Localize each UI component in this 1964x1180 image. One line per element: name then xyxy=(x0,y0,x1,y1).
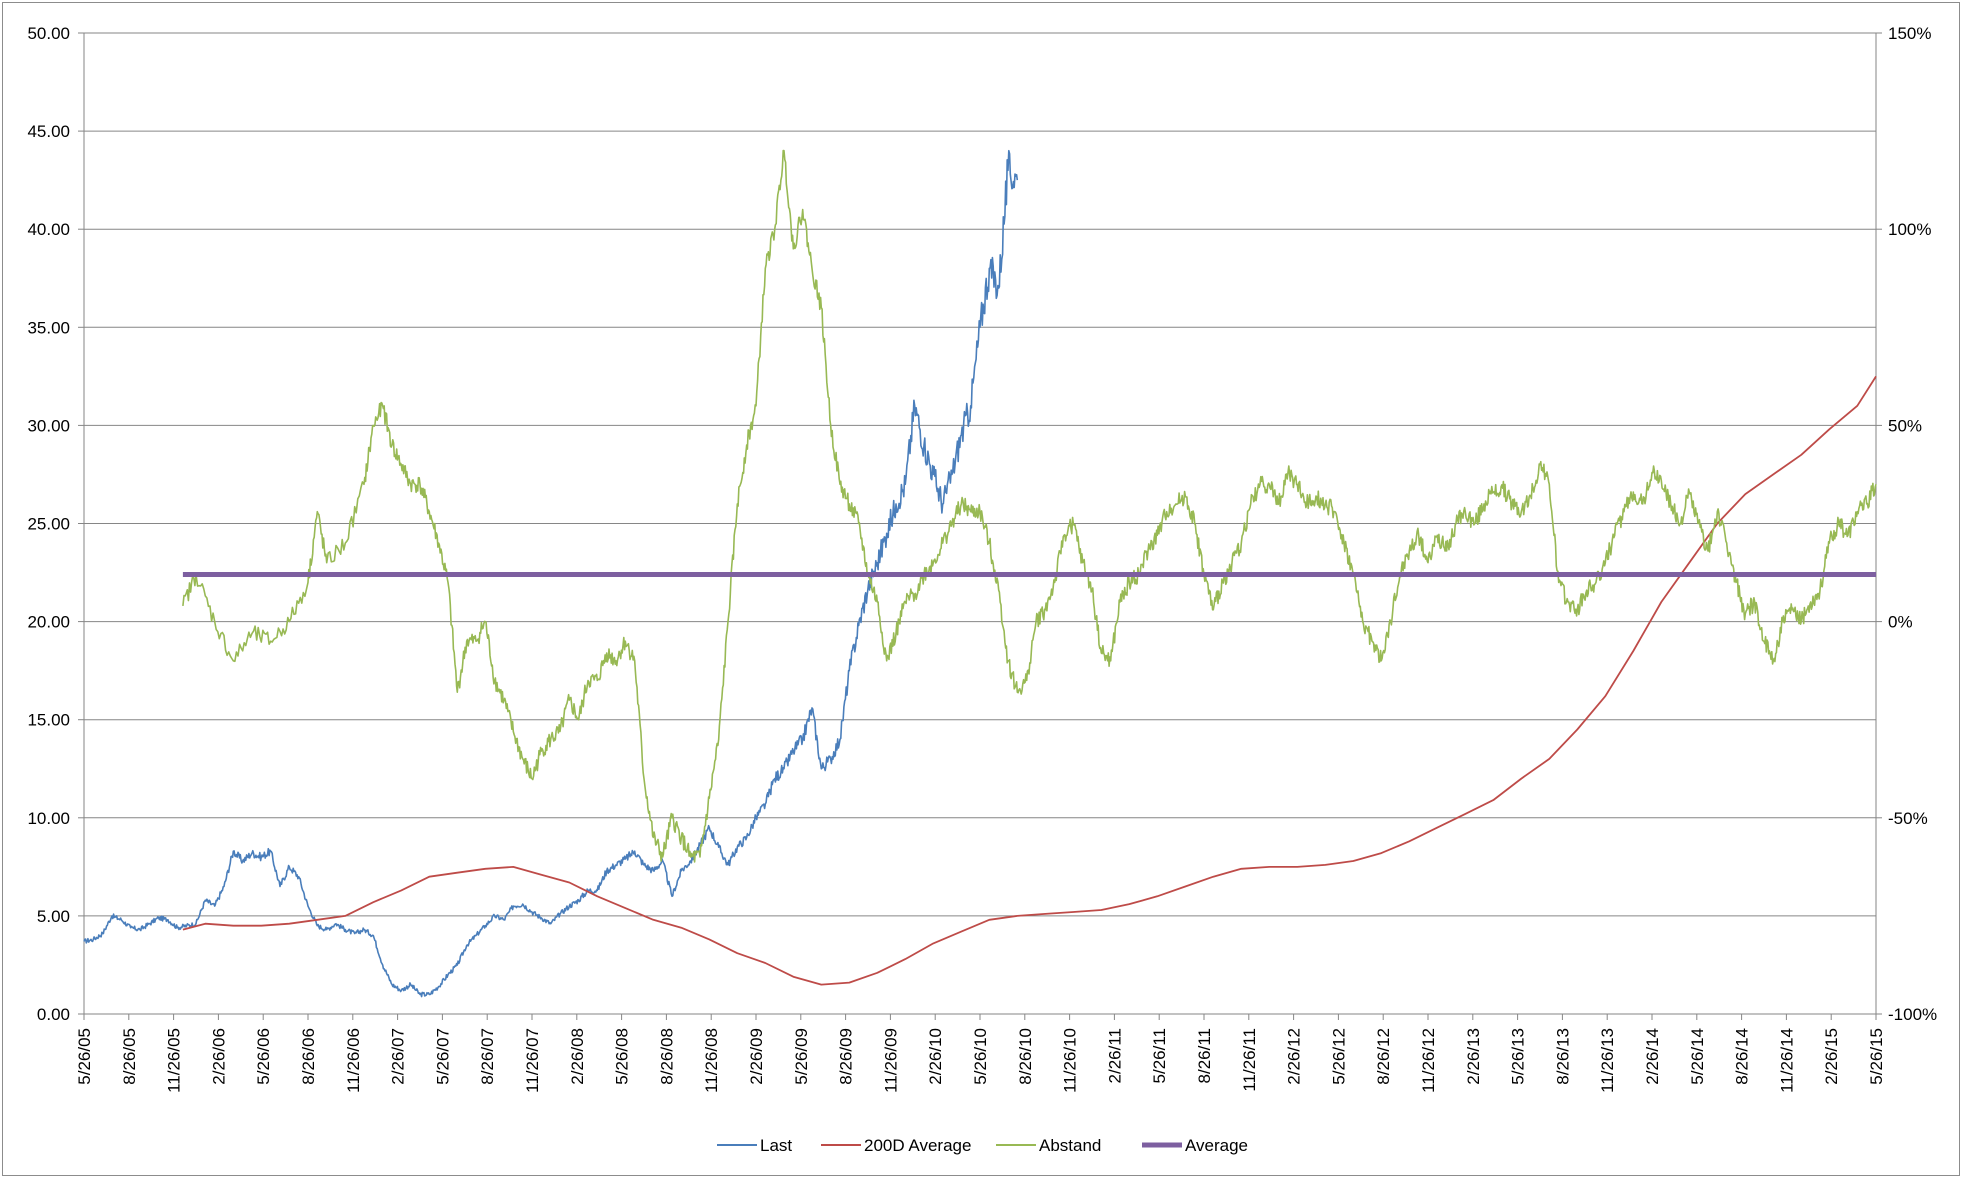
x-tick-label: 2/26/15 xyxy=(1822,1028,1841,1085)
axes-layer: 0.00 5.00 10.00 15.00 20.00 25.00 30.00 35.00 40… xyxy=(27,24,1937,1093)
x-tick-label: 2/26/13 xyxy=(1464,1028,1483,1085)
legend-label: Abstand xyxy=(1039,1136,1101,1155)
y2-tick-label: 0% xyxy=(1888,613,1913,632)
x-tick-label: 5/26/13 xyxy=(1509,1028,1528,1085)
x-tick-label: 5/26/06 xyxy=(254,1028,273,1085)
series-line-abstand xyxy=(182,149,1877,863)
x-tick-label: 11/26/05 xyxy=(165,1028,184,1093)
x-tick-label: 8/26/07 xyxy=(478,1028,497,1085)
x-tick-label: 2/26/14 xyxy=(1643,1028,1662,1085)
x-tick-label: 11/26/07 xyxy=(523,1028,542,1093)
y-tick-label: 10.00 xyxy=(27,809,70,828)
x-tick-label: 5/26/07 xyxy=(433,1028,452,1085)
series-line-last xyxy=(83,149,1019,998)
x-tick-label: 8/26/09 xyxy=(837,1028,856,1085)
series-layer xyxy=(83,149,1877,998)
legend-label: 200D Average xyxy=(864,1136,971,1155)
x-tick-label: 5/26/12 xyxy=(1329,1028,1348,1085)
x-tick-label: 2/26/08 xyxy=(568,1028,587,1085)
x-tick-label: 8/26/12 xyxy=(1374,1028,1393,1085)
x-tick-label: 11/26/06 xyxy=(344,1028,363,1093)
x-tick-label: 11/26/13 xyxy=(1598,1028,1617,1093)
y-tick-label: 35.00 xyxy=(27,318,70,337)
y2-tick-label: -100% xyxy=(1888,1005,1937,1024)
x-tick-label: 2/26/10 xyxy=(926,1028,945,1085)
y-tick-label: 0.00 xyxy=(37,1005,70,1024)
x-tick-label: 5/26/14 xyxy=(1688,1028,1707,1085)
x-tick-label: 11/26/09 xyxy=(881,1028,900,1093)
y2-tick-label: 50% xyxy=(1888,416,1922,435)
legend: Last 200D Average Abstand Average xyxy=(717,1136,1248,1155)
line-chart: 0.00 5.00 10.00 15.00 20.00 25.00 30.00 35.00 40… xyxy=(27,24,1937,1155)
y-tick-label: 30.00 xyxy=(27,416,70,435)
x-tick-label: 5/26/09 xyxy=(792,1028,811,1085)
x-tick-label: 11/26/12 xyxy=(1419,1028,1438,1093)
x-tick-label: 2/26/09 xyxy=(747,1028,766,1085)
y2-tick-label: 150% xyxy=(1888,24,1931,43)
x-tick-label: 11/26/14 xyxy=(1777,1028,1796,1093)
y-tick-label: 40.00 xyxy=(27,220,70,239)
y-tick-label: 25.00 xyxy=(27,515,70,534)
x-tick-label: 11/26/08 xyxy=(702,1028,721,1093)
x-tick-label: 5/26/15 xyxy=(1867,1028,1886,1085)
x-tick-label: 8/26/10 xyxy=(1016,1028,1035,1085)
x-tick-label: 5/26/05 xyxy=(75,1028,94,1085)
x-tick-label: 5/26/10 xyxy=(971,1028,990,1085)
x-tick-label: 8/26/06 xyxy=(299,1028,318,1085)
x-tick-label: 8/26/11 xyxy=(1195,1028,1214,1083)
x-tick-label: 11/26/11 xyxy=(1240,1028,1259,1092)
y-tick-label: 45.00 xyxy=(27,122,70,141)
y-tick-label: 15.00 xyxy=(27,711,70,730)
y2-tick-label: -50% xyxy=(1888,809,1928,828)
grid-layer xyxy=(84,32,1876,1015)
x-tick-label: 8/26/14 xyxy=(1733,1028,1752,1085)
legend-label: Last xyxy=(760,1136,792,1155)
x-tick-label: 2/26/06 xyxy=(209,1028,228,1085)
x-tick-label: 5/26/11 xyxy=(1150,1028,1169,1083)
x-tick-label: 5/26/08 xyxy=(613,1028,632,1085)
y-tick-label: 20.00 xyxy=(27,613,70,632)
y-tick-label: 50.00 xyxy=(27,24,70,43)
legend-label: Average xyxy=(1185,1136,1248,1155)
series-line-200d-average xyxy=(182,375,1877,986)
y2-tick-label: 100% xyxy=(1888,220,1931,239)
x-tick-label: 11/26/10 xyxy=(1061,1028,1080,1093)
y-tick-label: 5.00 xyxy=(37,907,70,926)
x-tick-label: 2/26/11 xyxy=(1105,1028,1124,1083)
x-tick-label: 8/26/05 xyxy=(120,1028,139,1085)
x-tick-label: 2/26/12 xyxy=(1285,1028,1304,1085)
x-tick-label: 2/26/07 xyxy=(389,1028,408,1085)
x-tick-label: 8/26/08 xyxy=(657,1028,676,1085)
x-tick-label: 8/26/13 xyxy=(1553,1028,1572,1085)
